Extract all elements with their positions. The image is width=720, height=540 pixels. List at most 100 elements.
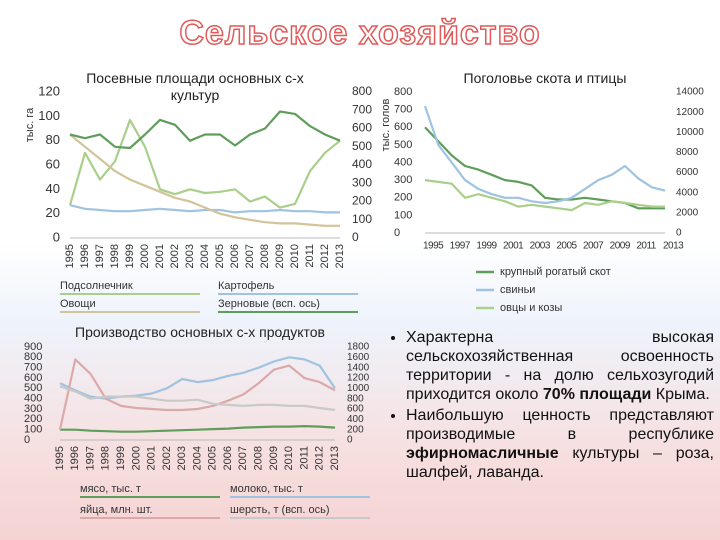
text: Характерна высокая сельскохозяйственная … [406, 329, 714, 403]
x-tick-label: 2009 [274, 244, 286, 268]
y-tick-label: 0 [53, 229, 60, 244]
legend-label: Подсолнечник [60, 280, 133, 292]
text: Наибольшую ценность представляют произво… [406, 407, 714, 443]
x-tick-label: 2005 [214, 244, 226, 268]
series-line [69, 110, 341, 150]
y2-tick-label: 800 [352, 84, 372, 98]
x-tick-label: 2006 [222, 446, 234, 470]
y2-tick-label: 600 [347, 404, 364, 415]
y-tick-label: 0 [24, 434, 30, 446]
y-tick-label: 600 [24, 372, 42, 384]
x-tick-label: 2005 [207, 446, 219, 470]
series-line [69, 204, 340, 214]
text: Крыма. [651, 386, 710, 403]
y2-tick-label: 10000 [676, 127, 704, 138]
chart-title: Производство основных с-х продуктов [75, 324, 325, 340]
legend-label: свиньи [500, 284, 535, 296]
x-tick-label: 2000 [130, 446, 142, 470]
y2-tick-label: 2000 [676, 207, 699, 218]
y-tick-label: 40 [46, 181, 60, 196]
x-tick-label: 2008 [253, 446, 265, 470]
chart-title: Посевные площади основных с-х культур [86, 70, 304, 103]
y2-tick-label: 0 [347, 435, 353, 446]
y2-tick-label: 1000 [347, 383, 370, 394]
y-tick-label: 200 [394, 192, 412, 204]
x-tick-label: 2012 [319, 244, 331, 268]
bullet-list: Характерна высокая сельскохозяйственная … [382, 328, 714, 484]
y2-tick-label: 1600 [347, 352, 370, 363]
slide-title: Сельское хозяйство [179, 13, 541, 53]
x-tick-label: 1999 [476, 241, 497, 252]
y-tick-label: 80 [46, 132, 60, 147]
x-tick-label: 2004 [191, 446, 203, 470]
y-tick-label: 500 [394, 139, 412, 151]
x-tick-label: 2011 [636, 241, 656, 252]
y2-tick-label: 600 [352, 121, 372, 135]
x-tick-label: 2006 [229, 244, 241, 268]
text: эфирномасличные [406, 445, 559, 462]
legend-label: Картофель [218, 280, 275, 292]
x-tick-label: 1999 [124, 244, 136, 268]
chart-title: Поголовье скота и птицы [463, 70, 627, 86]
y-tick-label: 600 [394, 121, 412, 133]
series-line [68, 118, 341, 209]
y-tick-label: 0 [394, 227, 400, 239]
y-tick-label: 400 [394, 156, 412, 168]
series-line [69, 133, 340, 227]
y-tick-label: 100 [38, 108, 60, 123]
y-tick-label: 800 [394, 86, 412, 98]
x-tick-label: 2011 [298, 446, 310, 470]
x-tick-label: 2012 [314, 446, 326, 470]
legend-label: Зерновые (всп. ось) [218, 298, 320, 310]
x-tick-label: 1997 [94, 244, 106, 268]
x-tick-label: 2007 [237, 446, 249, 470]
x-tick-label: 2000 [139, 244, 151, 268]
y-tick-label: 500 [24, 382, 42, 394]
x-tick-label: 1996 [69, 446, 81, 470]
x-tick-label: 1995 [54, 446, 66, 470]
x-tick-label: 1996 [79, 244, 91, 268]
y-tick-label: 20 [46, 205, 60, 220]
y-tick-label: 400 [24, 393, 42, 405]
y2-tick-label: 400 [347, 414, 364, 425]
x-tick-label: 2010 [289, 244, 301, 268]
bullet: Наибольшую ценность представляют произво… [406, 406, 714, 482]
y2-tick-label: 1200 [347, 373, 370, 384]
y2-tick-label: 200 [352, 194, 372, 208]
x-tick-label: 2008 [259, 244, 271, 268]
legend-label: молоко, тыс. т [230, 483, 303, 495]
y2-tick-label: 14000 [676, 87, 704, 98]
y-tick-label: 300 [24, 403, 42, 415]
x-tick-label: 1999 [115, 446, 127, 470]
x-tick-label: 2002 [161, 446, 173, 470]
legend-label: крупный рогатый скот [500, 266, 611, 278]
x-tick-label: 2005 [556, 241, 577, 252]
x-tick-label: 1998 [100, 446, 112, 470]
text: 70% площади [542, 386, 652, 403]
x-tick-label: 1995 [64, 244, 76, 268]
y-tick-label: 100 [394, 209, 412, 221]
legend-label: мясо, тыс. т [80, 483, 141, 495]
y2-tick-label: 8000 [676, 147, 699, 158]
x-tick-label: 1998 [109, 244, 121, 268]
y2-tick-label: 1800 [347, 342, 370, 353]
series-line [59, 385, 336, 412]
y-tick-label: 60 [46, 156, 60, 171]
y2-tick-label: 800 [347, 393, 364, 404]
y2-tick-label: 300 [352, 175, 372, 189]
x-tick-label: 1995 [423, 241, 444, 252]
y-tick-label: 300 [394, 174, 412, 186]
y2-tick-label: 500 [352, 139, 372, 153]
y2-tick-label: 200 [347, 424, 364, 435]
series-line [424, 179, 665, 212]
x-tick-label: 1997 [84, 446, 96, 470]
y2-tick-label: 700 [352, 102, 372, 116]
x-tick-label: 2013 [334, 244, 346, 268]
y-tick-label: 100 [24, 424, 42, 436]
y-tick-label: 700 [394, 104, 412, 116]
x-tick-label: 2004 [199, 244, 211, 268]
y2-tick-label: 1400 [347, 362, 370, 373]
x-tick-label: 2007 [244, 244, 256, 268]
series-line [423, 105, 666, 205]
